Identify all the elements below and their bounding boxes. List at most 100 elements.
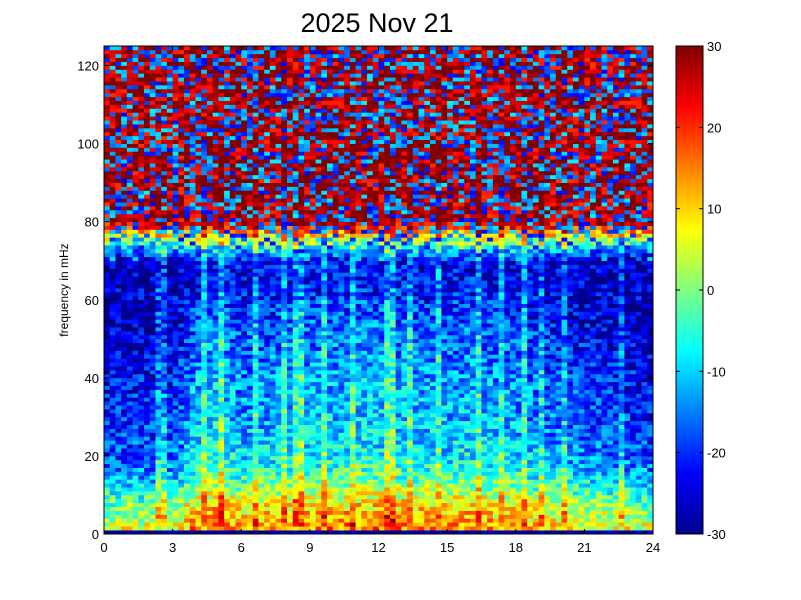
heatmap-cell: [126, 409, 133, 414]
heatmap-cell: [115, 412, 122, 418]
heatmap-cell: [184, 397, 191, 402]
heatmap-cell: [264, 53, 271, 59]
heatmap-cell: [235, 311, 242, 316]
heatmap-cell: [246, 494, 254, 500]
heatmap-cell: [246, 522, 254, 527]
heatmap-cell: [121, 61, 128, 66]
heatmap-cell: [281, 330, 288, 336]
heatmap-cell: [304, 237, 311, 242]
heatmap-cell: [241, 420, 248, 426]
heatmap-cell: [269, 307, 276, 312]
heatmap-cell: [304, 131, 311, 137]
heatmap-cell: [126, 88, 133, 94]
heatmap-cell: [178, 479, 185, 484]
heatmap-cell: [246, 139, 254, 144]
heatmap-cell: [246, 124, 254, 129]
heatmap-cell: [298, 85, 305, 90]
heatmap-cell: [287, 444, 294, 449]
heatmap-cell: [212, 237, 219, 242]
heatmap-cell: [115, 424, 122, 429]
heatmap-cell: [189, 397, 196, 402]
heatmap-cell: [166, 284, 173, 289]
heatmap-cell: [115, 186, 122, 191]
heatmap-cell: [258, 436, 265, 441]
heatmap-cell: [155, 385, 162, 390]
heatmap-cell: [189, 471, 196, 476]
heatmap-cell: [281, 452, 288, 457]
heatmap-cell: [195, 416, 202, 422]
heatmap-cell: [309, 131, 316, 137]
heatmap-cell: [321, 397, 328, 402]
heatmap-cell: [115, 354, 122, 359]
heatmap-cell: [212, 389, 219, 394]
heatmap-cell: [212, 420, 219, 426]
heatmap-cell: [304, 334, 311, 340]
heatmap-cell: [195, 530, 202, 535]
heatmap-cell: [252, 463, 259, 468]
heatmap-cell: [121, 366, 128, 371]
heatmap-cell: [126, 323, 133, 328]
heatmap-cell: [304, 370, 311, 375]
heatmap-cell: [292, 397, 299, 402]
heatmap-cell: [252, 139, 259, 144]
heatmap-cell: [275, 479, 282, 484]
heatmap-cell: [121, 206, 128, 211]
heatmap-cell: [166, 237, 173, 242]
heatmap-cell: [327, 159, 334, 164]
heatmap-cell: [195, 467, 202, 472]
heatmap-cell: [235, 131, 242, 137]
heatmap-cell: [104, 260, 111, 265]
heatmap-cell: [292, 428, 299, 433]
heatmap-cell: [309, 159, 316, 164]
heatmap-cell: [218, 124, 225, 129]
heatmap-cell: [281, 237, 288, 242]
heatmap-cell: [144, 46, 151, 51]
heatmap-cell: [281, 506, 288, 511]
heatmap-cell: [224, 49, 231, 55]
heatmap-cell: [178, 225, 185, 230]
heatmap-cell: [121, 440, 128, 445]
heatmap-cell: [172, 46, 179, 51]
heatmap-cell: [206, 319, 214, 324]
heatmap-cell: [115, 49, 122, 55]
heatmap-cell: [132, 49, 139, 55]
heatmap-cell: [166, 178, 173, 183]
heatmap-cell: [155, 362, 162, 367]
heatmap-cell: [144, 147, 151, 152]
heatmap-cell: [252, 213, 259, 219]
heatmap-cell: [275, 288, 282, 293]
heatmap-cell: [264, 362, 271, 367]
heatmap-cell: [241, 198, 248, 203]
heatmap-cell: [212, 330, 219, 336]
heatmap-cell: [269, 284, 276, 289]
heatmap-cell: [115, 303, 122, 308]
heatmap-cell: [121, 127, 128, 133]
heatmap-cell: [229, 303, 236, 308]
heatmap-cell: [178, 459, 185, 465]
heatmap-cell: [155, 502, 162, 508]
heatmap-cell: [269, 217, 276, 223]
heatmap-cell: [195, 260, 202, 265]
heatmap-cell: [184, 319, 191, 324]
heatmap-cell: [132, 377, 139, 383]
heatmap-cell: [264, 416, 271, 422]
heatmap-cell: [212, 202, 219, 207]
heatmap-cell: [224, 280, 231, 285]
heatmap-cell: [212, 319, 219, 324]
heatmap-cell: [109, 217, 116, 223]
heatmap-cell: [104, 467, 111, 472]
heatmap-cell: [161, 139, 168, 144]
heatmap-cell: [269, 510, 276, 515]
heatmap-cell: [195, 412, 202, 418]
heatmap-cell: [218, 397, 225, 402]
heatmap-cell: [315, 170, 322, 176]
heatmap-cell: [184, 502, 191, 508]
heatmap-cell: [292, 479, 299, 484]
heatmap-cell: [178, 370, 185, 375]
heatmap-cell: [172, 518, 179, 523]
heatmap-cell: [309, 167, 316, 172]
heatmap-cell: [132, 526, 139, 531]
heatmap-cell: [166, 475, 173, 480]
heatmap-cell: [315, 288, 322, 293]
